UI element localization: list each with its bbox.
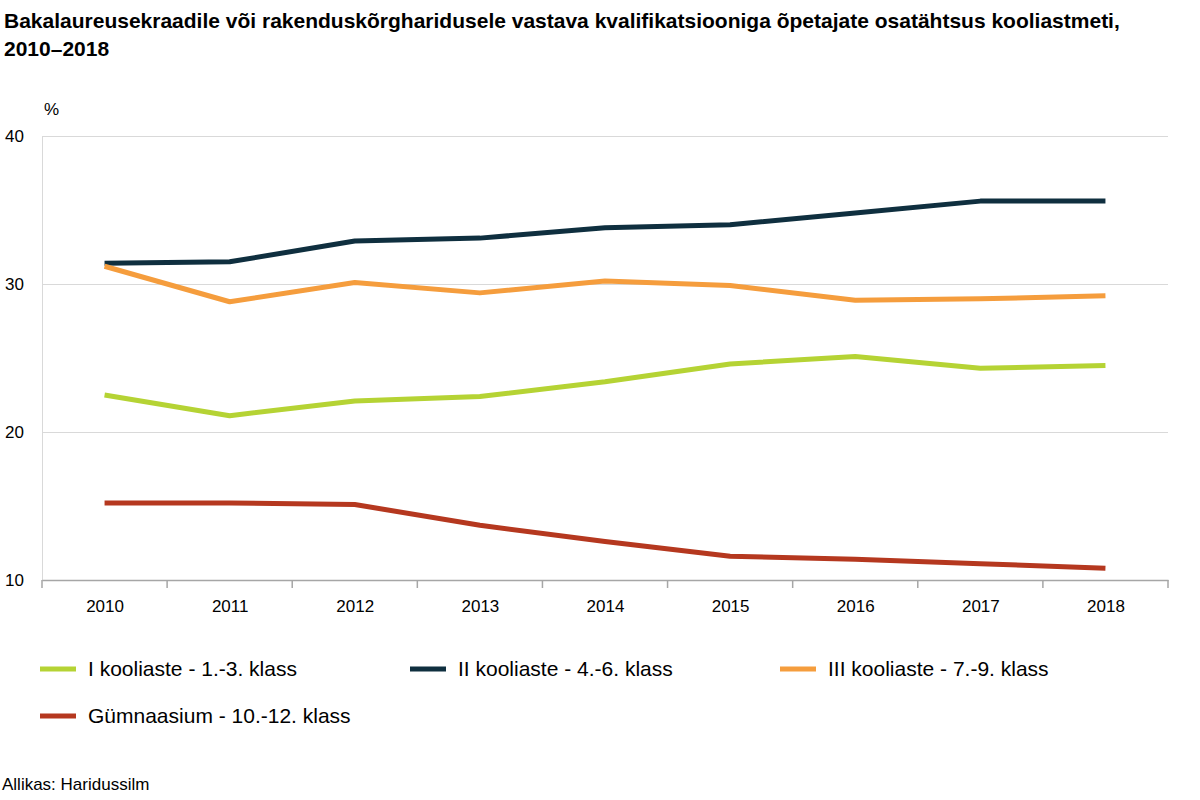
category-separator: [792, 580, 794, 588]
x-tick-label: 2011: [212, 597, 249, 616]
x-tick: 2010: [86, 580, 124, 616]
grid-line: [42, 432, 1168, 433]
x-tick: 2015: [712, 580, 750, 616]
category-separator: [41, 580, 43, 588]
y-axis-label: %: [44, 100, 59, 119]
x-axis: 2010 2011 2012 2013 2014 2015 2016 2017 2018: [42, 580, 1169, 616]
chart: Bakalaureusekraadile või rakenduskõrghar…: [0, 0, 1200, 800]
category-separator: [417, 580, 419, 588]
x-tick: 2018: [1087, 580, 1125, 616]
x-tick-label: 2014: [587, 597, 625, 616]
series-line: [105, 357, 1106, 416]
y-tick-label: 10: [5, 571, 24, 590]
x-tick-label: 2015: [712, 597, 750, 616]
x-axis-line: [43, 580, 1169, 582]
category-separator: [291, 580, 293, 588]
y-tick-label: 40: [5, 127, 24, 146]
grid-line: [42, 580, 1168, 581]
category-separator: [166, 580, 168, 588]
category-separator: [917, 580, 919, 588]
x-tick-label: 2016: [837, 597, 875, 616]
y-tick: 20: [5, 423, 1168, 442]
x-tick: 2016: [837, 580, 875, 616]
category-separator: [542, 580, 544, 588]
grid-line: [42, 136, 1168, 137]
category-separator: [1167, 580, 1169, 588]
y-axis: 10 20 30 40: [5, 127, 1168, 590]
legend-label: III kooliaste - 7.-9. klass: [828, 657, 1049, 680]
legend-swatch: [40, 714, 76, 719]
x-tick-label: 2017: [962, 597, 1000, 616]
legend-label: I kooliaste - 1.-3. klass: [88, 657, 297, 680]
title: Bakalaureusekraadile või rakenduskõrghar…: [4, 9, 1120, 60]
y-tick-label: 30: [5, 275, 24, 294]
legend-swatch: [40, 667, 76, 672]
x-tick: 2017: [962, 580, 1000, 616]
legend-item: I kooliaste - 1.-3. klass: [40, 657, 297, 680]
grid-line: [42, 284, 1168, 285]
x-tick-label: 2012: [336, 597, 374, 616]
y-axis-line: [42, 137, 43, 581]
x-tick: 2012: [336, 580, 374, 616]
legend: I kooliaste - 1.-3. klass II kooliaste - …: [40, 657, 1049, 727]
y-tick: 40: [5, 127, 1168, 146]
lines: [105, 201, 1106, 568]
plot: 10 20 30 40 2010 2011 2012 2013 2014 2015 2016 2017…: [5, 127, 1168, 616]
x-tick: 2011: [212, 580, 249, 616]
category-separator: [1042, 580, 1044, 588]
series-line: [105, 201, 1106, 263]
source: Allikas: Haridussilm: [2, 775, 149, 794]
legend-item: II kooliaste - 4.-6. klass: [410, 657, 673, 680]
legend-swatch: [780, 667, 816, 672]
legend-swatch: [410, 667, 446, 672]
legend-item: Gümnaasium - 10.-12. klass: [40, 704, 351, 727]
legend-label: Gümnaasium - 10.-12. klass: [88, 704, 351, 727]
x-tick: 2014: [587, 580, 625, 616]
legend-label: II kooliaste - 4.-6. klass: [458, 657, 673, 680]
category-separator: [667, 580, 669, 588]
legend-item: III kooliaste - 7.-9. klass: [780, 657, 1049, 680]
x-tick-label: 2013: [461, 597, 499, 616]
series-line: [105, 503, 1106, 568]
y-tick: 10: [5, 571, 1168, 590]
series-line: [105, 266, 1106, 302]
x-tick-label: 2018: [1087, 597, 1125, 616]
x-tick: 2013: [461, 580, 499, 616]
y-tick-label: 20: [5, 423, 24, 442]
x-tick-label: 2010: [86, 597, 124, 616]
